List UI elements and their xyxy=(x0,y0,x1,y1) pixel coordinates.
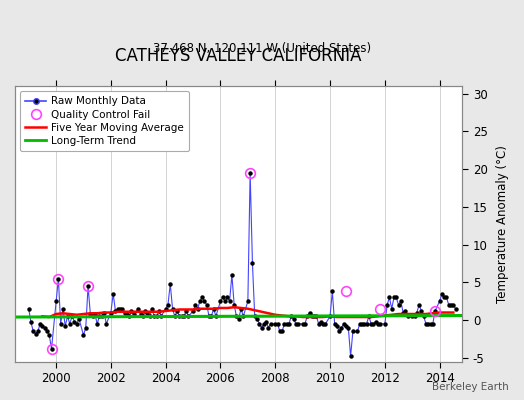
Y-axis label: Temperature Anomaly (°C): Temperature Anomaly (°C) xyxy=(496,145,509,303)
Text: Berkeley Earth: Berkeley Earth xyxy=(432,382,508,392)
Title: CATHEYS VALLEY CALIFORNIA: CATHEYS VALLEY CALIFORNIA xyxy=(115,47,362,65)
Legend: Raw Monthly Data, Quality Control Fail, Five Year Moving Average, Long-Term Tren: Raw Monthly Data, Quality Control Fail, … xyxy=(20,91,189,151)
Text: 37.468 N, 120.111 W (United States): 37.468 N, 120.111 W (United States) xyxy=(153,42,371,55)
